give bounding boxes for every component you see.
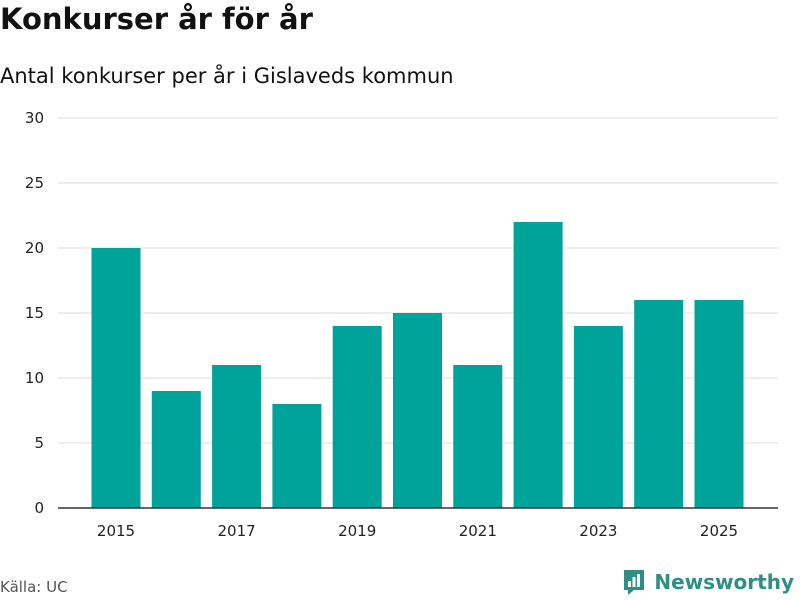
- bar-2017: [212, 365, 262, 508]
- x-tick-label-2019: 2019: [338, 522, 376, 540]
- brand-logo[interactable]: Newsworthy: [622, 568, 794, 596]
- bars: [91, 222, 744, 508]
- y-tick-label-10: 10: [25, 369, 44, 387]
- y-tick-label-20: 20: [25, 239, 44, 257]
- x-tick-label-2017: 2017: [218, 522, 256, 540]
- brand-name: Newsworthy: [654, 570, 794, 594]
- bar-2023: [573, 326, 623, 508]
- x-tick-label-2023: 2023: [579, 522, 617, 540]
- bar-2016: [151, 391, 201, 508]
- source-note: Källa: UC: [0, 578, 68, 596]
- newsworthy-logo-icon: [622, 568, 646, 596]
- y-tick-label-15: 15: [25, 304, 44, 322]
- x-tick-label-2015: 2015: [97, 522, 135, 540]
- bar-2019: [332, 326, 382, 508]
- y-tick-label-5: 5: [34, 434, 44, 452]
- bar-2021: [453, 365, 503, 508]
- y-tick-label-0: 0: [34, 499, 44, 517]
- y-tick-label-30: 30: [25, 109, 44, 127]
- chart-subtitle: Antal konkurser per år i Gislaveds kommu…: [0, 64, 454, 88]
- x-tick-label-2021: 2021: [459, 522, 497, 540]
- bar-2020: [393, 313, 442, 508]
- bar-2025: [694, 300, 744, 508]
- bar-2018: [272, 404, 322, 508]
- chart-title: Konkurser år för år: [0, 2, 313, 36]
- bar-2024: [634, 300, 684, 508]
- y-axis-ticks: 0 5 10 15 20 25 30: [25, 109, 44, 517]
- x-axis-ticks: 2015 2017 2019 2021 2023 2025: [97, 522, 738, 540]
- bar-2022: [513, 222, 563, 508]
- y-tick-label-25: 25: [25, 174, 44, 192]
- bar-2015: [91, 248, 141, 508]
- x-tick-label-2025: 2025: [700, 522, 738, 540]
